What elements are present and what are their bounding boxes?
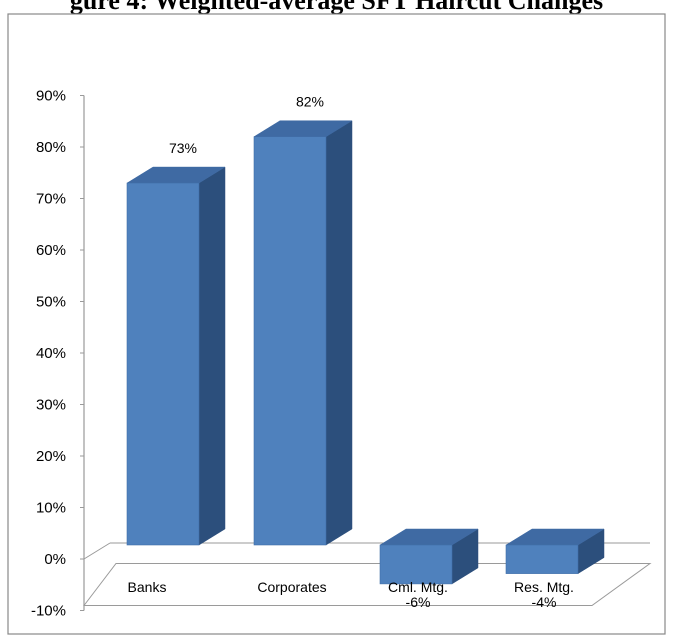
- axes: -10% 0% 10% 20% 30% 40% 50% 60% 70% 80% 90%: [31, 88, 652, 620]
- bar-side: [325, 120, 353, 546]
- bar: [126, 182, 200, 546]
- bars: [126, 120, 605, 585]
- figure-title: gure 4: Weighted-average SFT Haircut Cha…: [69, 0, 604, 15]
- y-tick-label: 40%: [36, 345, 66, 362]
- x-category-label: Corporates: [257, 579, 326, 595]
- y-tick-label: 50%: [36, 294, 66, 311]
- data-label: -6%: [406, 594, 431, 610]
- x-category-label: Res. Mtg.: [514, 579, 574, 595]
- y-tick-label: 90%: [36, 88, 66, 105]
- bar: [253, 136, 327, 546]
- y-tick-label: 70%: [36, 191, 66, 208]
- bar: [505, 544, 579, 574]
- y-tick-label: 30%: [36, 397, 66, 414]
- data-label: -4%: [532, 594, 557, 610]
- labels: Banks 73% Corporates 82% Cml. Mtg.-6% Res. Mt…: [128, 94, 574, 610]
- x-category-label: Cml. Mtg.: [388, 579, 448, 595]
- chart-border: [7, 13, 666, 635]
- data-label: 73%: [169, 140, 197, 156]
- data-label: 82%: [296, 94, 324, 110]
- y-tick-label: 0%: [44, 551, 66, 568]
- zero-depth-line: [83, 542, 111, 560]
- y-tick-label: -10%: [31, 603, 66, 620]
- floor-plane: [82, 563, 652, 606]
- y-tick-label: 10%: [36, 500, 66, 517]
- bar-side: [198, 166, 226, 546]
- y-tick-label: 60%: [36, 242, 66, 259]
- y-tick-label: 80%: [36, 139, 66, 156]
- x-category-label: Banks: [128, 579, 167, 595]
- y-tick-label: 20%: [36, 448, 66, 465]
- bar: [379, 544, 453, 585]
